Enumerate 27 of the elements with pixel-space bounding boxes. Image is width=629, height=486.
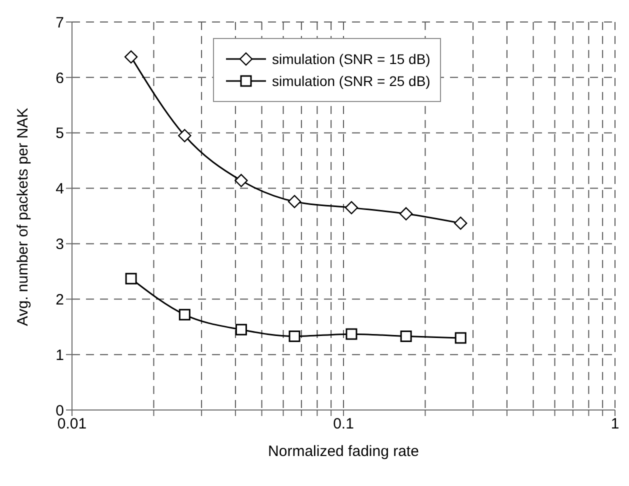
point — [454, 216, 468, 230]
y-tick-label: 3 — [56, 236, 64, 254]
legend-label: simulation (SNR = 15 dB) — [272, 51, 430, 67]
point — [288, 330, 300, 342]
point — [344, 201, 358, 214]
point — [124, 50, 138, 64]
point — [178, 129, 192, 142]
legend-label: simulation (SNR = 25 dB) — [272, 73, 430, 89]
y-tick-label: 2 — [56, 291, 64, 308]
y-tick-label: 6 — [56, 70, 64, 87]
y-axis-title: Avg. number of packets per NAK — [14, 108, 32, 326]
point — [125, 272, 137, 284]
point — [454, 332, 466, 344]
point — [400, 330, 412, 342]
y-tick-label: 7 — [56, 14, 64, 32]
y-tick-label: 5 — [56, 125, 64, 142]
point — [288, 194, 302, 208]
x-tick-label: 1 — [610, 416, 620, 433]
point — [234, 174, 248, 188]
y-tick-label: 4 — [56, 180, 64, 198]
point — [235, 324, 247, 336]
point — [346, 328, 358, 340]
point — [399, 207, 413, 220]
point — [178, 308, 190, 320]
x-axis-title: Normalized fading rate — [268, 443, 419, 460]
y-tick-label: 1 — [56, 346, 64, 364]
x-tick-label: 0.1 — [333, 416, 354, 433]
